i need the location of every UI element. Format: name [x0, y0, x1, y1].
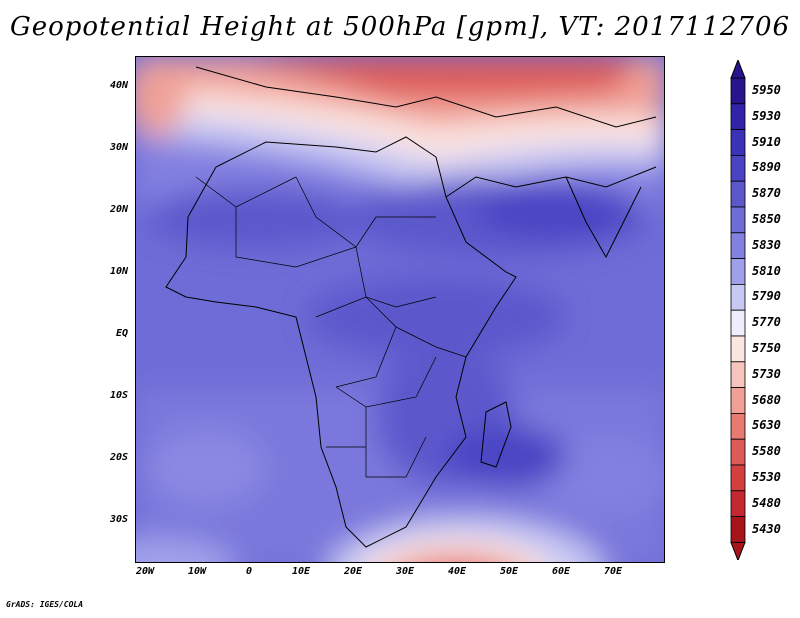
colorbar-level-5580: 5580 — [752, 444, 781, 459]
lon-label-30e: 30E — [395, 566, 415, 577]
colorbar-level-5770: 5770 — [752, 315, 781, 330]
colorbar-swatch-14 — [730, 438, 746, 466]
lat-label-30n: 30N — [109, 142, 128, 153]
lon-label-20w: 20W — [135, 566, 155, 577]
colorbar-swatch-9 — [730, 309, 746, 337]
colorbar-level-5630: 5630 — [752, 418, 781, 433]
colorbar-level-5480: 5480 — [752, 495, 781, 510]
colorbar-level-5680: 5680 — [752, 392, 781, 407]
colorbar-swatch-0 — [730, 77, 746, 105]
colorbar-level-5930: 5930 — [752, 108, 781, 123]
lon-label-10e: 10E — [291, 566, 311, 577]
madagascar-coastline — [480, 401, 512, 468]
lat-label-20n: 20N — [109, 204, 128, 215]
lon-label-0: 0 — [245, 566, 253, 577]
lon-label-20e: 20E — [343, 566, 363, 577]
lon-label-60e: 60E — [551, 566, 571, 577]
lon-label-50e: 50E — [499, 566, 519, 577]
colorbar-swatch-3 — [730, 155, 746, 182]
colorbar-swatch-4 — [730, 180, 746, 208]
colorbar-bottom-arrow — [730, 541, 746, 560]
lon-label-70e: 70E — [603, 566, 623, 577]
colorbar-level-5530: 5530 — [752, 469, 781, 484]
colorbar-swatch-15 — [730, 464, 746, 492]
colorbar-swatch-1 — [730, 103, 746, 130]
colorbar-swatch-2 — [730, 129, 746, 156]
colorbar-top-arrow — [730, 60, 746, 79]
country-borders — [195, 176, 467, 478]
colorbar-level-5790: 5790 — [752, 289, 781, 304]
lon-label-10w: 10W — [187, 566, 207, 577]
colorbar-level-5830: 5830 — [752, 237, 781, 252]
lat-label-30s: 30S — [109, 514, 128, 525]
lon-label-40e: 40E — [447, 566, 467, 577]
coastlines — [165, 66, 657, 548]
colorbar-swatch-16 — [730, 490, 746, 517]
india-coastline — [565, 176, 642, 259]
colorbar-swatch-10 — [730, 335, 746, 363]
lat-label-10n: 10N — [109, 266, 128, 277]
lat-label-40n: 40N — [109, 80, 128, 91]
lat-label-eq: EQ — [115, 328, 128, 339]
colorbar-level-5850: 5850 — [752, 211, 781, 226]
colorbar-level-5810: 5810 — [752, 263, 781, 278]
colorbar — [730, 60, 746, 560]
colorbar-level-5910: 5910 — [752, 134, 781, 149]
europe-coastline — [195, 66, 657, 128]
grads-credit: GrADS: IGES/COLA — [6, 600, 84, 609]
africa-coastline — [165, 136, 517, 548]
colorbar-level-5430: 5430 — [752, 521, 781, 536]
map-title: Geopotential Height at 500hPa [gpm], VT:… — [9, 12, 791, 42]
lat-label-10s: 10S — [109, 390, 128, 401]
colorbar-swatch-8 — [730, 283, 746, 311]
colorbar-level-5890: 5890 — [752, 160, 781, 175]
colorbar-swatch-11 — [730, 361, 746, 388]
colorbar-swatch-12 — [730, 387, 746, 414]
geopotential-map — [136, 57, 664, 562]
colorbar-level-5730: 5730 — [752, 366, 781, 381]
lat-label-20s: 20S — [109, 452, 128, 463]
colorbar-level-5870: 5870 — [752, 186, 781, 201]
colorbar-level-5750: 5750 — [752, 340, 781, 355]
colorbar-swatch-7 — [730, 258, 746, 285]
colorbar-swatch-13 — [730, 412, 746, 440]
colorbar-level-5950: 5950 — [752, 82, 781, 97]
colorbar-swatch-17 — [730, 516, 746, 543]
colorbar-swatch-5 — [730, 206, 746, 234]
colorbar-swatch-6 — [730, 232, 746, 260]
asia-coastline — [445, 166, 657, 198]
map-panel — [135, 56, 665, 563]
height-field-shading — [136, 57, 664, 562]
